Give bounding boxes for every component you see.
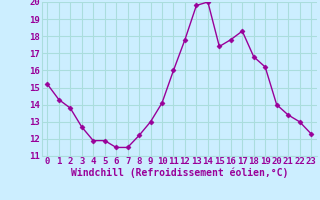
X-axis label: Windchill (Refroidissement éolien,°C): Windchill (Refroidissement éolien,°C) [70,168,288,178]
